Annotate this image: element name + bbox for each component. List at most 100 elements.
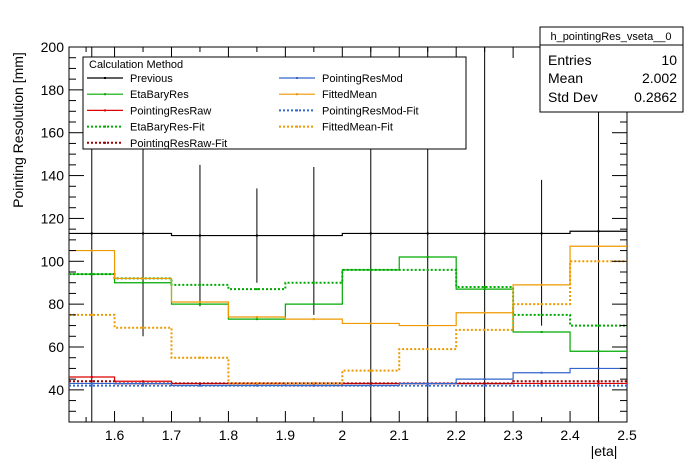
data-point-pointingresraw-fit <box>369 382 372 385</box>
data-point-etabaryres <box>540 331 543 333</box>
stats-entries-label: Entries <box>548 52 592 68</box>
y-tick-label-6: 160 <box>41 125 65 141</box>
data-point-previous <box>255 234 258 237</box>
data-point-previous <box>540 232 543 235</box>
series-line-pointingresraw-fit <box>69 380 627 385</box>
legend-marker-fittedmean <box>296 93 298 96</box>
legend-marker-previous <box>104 77 106 79</box>
data-point-pointingresmod-fit <box>312 384 315 387</box>
data-point-fittedmean-fit <box>483 328 486 331</box>
x-tick-label-5: 2.1 <box>390 427 410 443</box>
data-point-fittedmean-fit <box>255 382 258 385</box>
legend-label-pointingresraw-fit: PointingResRaw-Fit <box>130 138 227 150</box>
data-point-etabaryres <box>142 281 145 284</box>
legend-items: Previous EtaBaryRes PointingResRaw EtaBaryR… <box>87 73 419 150</box>
legend-label-fittedmean-fit: FittedMean-Fit <box>322 122 393 134</box>
legend-label-previous: Previous <box>130 73 173 85</box>
data-point-pointingresmod-fit <box>483 384 486 387</box>
x-tick-label-8: 2.4 <box>560 427 580 443</box>
data-point-previous <box>90 232 93 235</box>
data-point-pointingresmod-fit <box>426 384 429 387</box>
data-point-pointingresraw-fit <box>597 380 600 383</box>
x-tick-label-9: 2.5 <box>617 427 637 443</box>
data-point-fittedmean <box>369 322 372 325</box>
data-point-fittedmean <box>90 249 93 252</box>
data-point-fittedmean-fit <box>426 348 429 351</box>
data-point-fittedmean <box>426 324 429 327</box>
data-point-pointingresraw <box>90 376 93 378</box>
data-point-previous <box>483 232 486 235</box>
data-point-previous <box>597 230 600 233</box>
data-point-pointingresmod-fit <box>369 384 372 387</box>
data-point-fittedmean <box>255 316 258 318</box>
x-tick-label-3: 1.9 <box>276 427 296 443</box>
data-point-previous <box>426 232 429 235</box>
data-point-etabaryres <box>597 350 600 353</box>
data-point-etabaryres <box>198 303 201 306</box>
data-point-fittedmean-fit <box>142 326 145 329</box>
legend-label-etabaryres: EtaBaryRes <box>130 89 189 101</box>
y-tick-label-2: 80 <box>48 296 64 312</box>
data-point-pointingresraw <box>142 380 145 383</box>
data-point-pointingresmod-fit <box>198 384 201 387</box>
data-point-fittedmean <box>597 245 600 248</box>
data-point-pointingresraw-fit <box>483 382 486 385</box>
data-point-etabaryres-fit <box>312 281 315 284</box>
stats-stddev-label: Std Dev <box>548 89 598 105</box>
legend-box <box>82 56 467 150</box>
data-point-previous <box>369 232 372 235</box>
legend-title: Calculation Method <box>89 59 183 71</box>
legend-marker-pointingresmod-fit <box>296 109 298 112</box>
data-point-fittedmean <box>483 311 486 314</box>
y-tick-label-0: 40 <box>48 382 64 398</box>
data-point-pointingresmod <box>90 382 93 385</box>
data-point-pointingresmod-fit <box>90 384 93 387</box>
data-point-pointingresraw-fit <box>90 380 93 383</box>
data-point-etabaryres <box>426 256 429 258</box>
y-tick-label-5: 140 <box>41 168 65 184</box>
data-point-pointingresraw-fit <box>540 380 543 383</box>
data-point-pointingresmod-fit <box>540 384 543 387</box>
x-tick-label-7: 2.3 <box>503 427 523 443</box>
data-point-fittedmean-fit <box>198 356 201 359</box>
data-point-previous <box>312 234 315 237</box>
legend-label-etabaryres-fit: EtaBaryRes-Fit <box>130 122 205 134</box>
stats-stddev-value: 0.2862 <box>634 89 677 105</box>
data-point-etabaryres <box>255 318 258 321</box>
data-point-pointingresraw-fit <box>198 382 201 385</box>
x-tick-label-6: 2.2 <box>446 427 466 443</box>
legend: Calculation Method Previous EtaBaryRes Poi… <box>82 56 467 150</box>
legend-marker-pointingresraw-fit <box>104 141 106 144</box>
legend-label-pointingresmod-fit: PointingResMod-Fit <box>322 105 419 117</box>
series-line-previous <box>69 230 627 237</box>
data-point-etabaryres-fit <box>198 283 201 286</box>
y-tick-label-1: 60 <box>48 339 64 355</box>
data-point-pointingresmod <box>540 371 543 374</box>
data-point-fittedmean-fit <box>597 260 600 263</box>
data-point-pointingresraw <box>597 382 600 385</box>
legend-marker-pointingresraw <box>104 109 106 112</box>
stats-box: h_pointingRes_vseta__0 Entries 10 Mean 2… <box>539 26 684 113</box>
data-point-fittedmean-fit <box>312 382 315 385</box>
x-axis-label: |eta| <box>591 443 618 459</box>
legend-marker-pointingresmod <box>296 77 298 79</box>
data-point-etabaryres-fit <box>483 286 486 288</box>
data-point-etabaryres-fit <box>369 268 372 271</box>
data-point-fittedmean <box>142 277 145 280</box>
data-point-pointingresmod <box>483 378 486 381</box>
data-point-pointingresmod-fit <box>142 384 145 387</box>
stats-mean-value: 2.002 <box>642 70 677 86</box>
data-point-pointingresmod-fit <box>597 384 600 387</box>
data-point-etabaryres <box>312 303 315 306</box>
data-point-fittedmean <box>540 283 543 286</box>
y-tick-label-8: 200 <box>41 39 65 55</box>
legend-marker-fittedmean-fit <box>296 125 298 128</box>
legend-marker-etabaryres <box>104 93 106 96</box>
data-point-fittedmean-fit <box>90 313 93 316</box>
data-point-etabaryres-fit <box>90 273 93 276</box>
x-tick-label-1: 1.7 <box>162 427 182 443</box>
data-point-etabaryres <box>483 288 486 291</box>
legend-label-fittedmean: FittedMean <box>322 89 377 101</box>
stats-box-frame <box>539 26 684 113</box>
